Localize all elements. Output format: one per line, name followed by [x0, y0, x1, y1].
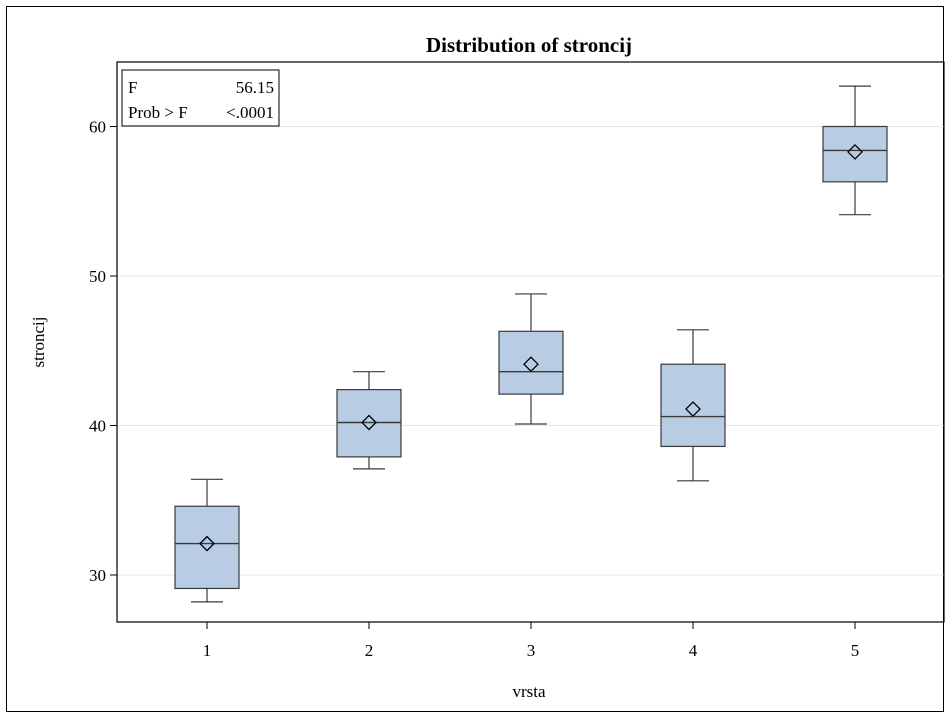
box-3: [498, 293, 564, 425]
x-tick-label-2: 2: [365, 641, 374, 660]
boxes-group: [174, 85, 888, 603]
mean-marker-5: [847, 143, 863, 160]
mean-marker-3: [523, 356, 539, 373]
stats-box: F 56.15 Prob > F <.0001: [121, 69, 280, 127]
y-tick-label-40: 40: [89, 417, 106, 436]
x-tick-label-3: 3: [527, 641, 536, 660]
box-4: [660, 329, 726, 482]
stats-f-value: 56.15: [236, 78, 274, 97]
x-tick-label-4: 4: [689, 641, 698, 660]
box-iqr-3: [498, 330, 564, 395]
stats-prob-value: <.0001: [226, 103, 274, 122]
x-axis-ticks: 1 2 3 4 5: [203, 622, 860, 660]
x-tick-label-5: 5: [851, 641, 860, 660]
box-5: [822, 85, 888, 216]
x-tick-label-1: 1: [203, 641, 212, 660]
y-tick-label-30: 30: [89, 566, 106, 585]
box-iqr-1: [174, 505, 240, 590]
stats-box-border: [121, 69, 280, 127]
y-axis-label: stroncij: [29, 317, 48, 368]
mean-marker-1: [199, 535, 215, 552]
mean-marker-2: [361, 414, 377, 431]
x-axis-label: vrsta: [512, 682, 546, 701]
box-iqr-2: [336, 389, 402, 458]
y-axis-ticks: 30 40 50 60: [89, 118, 117, 585]
y-tick-label-60: 60: [89, 118, 106, 137]
box-2: [336, 371, 402, 470]
mean-marker-4: [685, 401, 701, 417]
box-1: [174, 478, 240, 603]
chart-title: Distribution of stroncij: [426, 33, 632, 57]
box-iqr-4: [660, 363, 726, 448]
gridlines: [117, 126, 944, 576]
box-iqr-5: [822, 125, 888, 183]
stats-f-label: F: [128, 78, 137, 97]
stats-prob-label: Prob > F: [128, 103, 188, 122]
y-tick-label-50: 50: [89, 267, 106, 286]
